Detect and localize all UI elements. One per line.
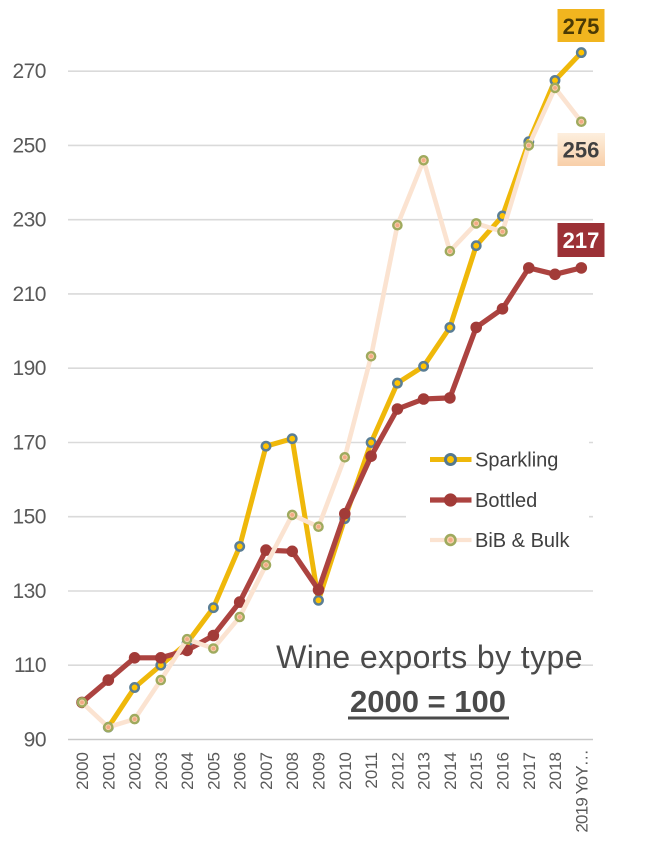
- svg-text:2017: 2017: [520, 752, 539, 790]
- svg-text:2014: 2014: [441, 752, 460, 790]
- svg-text:2019 YoY…: 2019 YoY…: [572, 750, 591, 833]
- svg-text:2006: 2006: [231, 752, 250, 790]
- svg-text:2000 = 100: 2000 = 100: [350, 684, 506, 719]
- svg-text:150: 150: [12, 506, 46, 529]
- svg-text:2000: 2000: [73, 752, 92, 790]
- svg-text:2009: 2009: [310, 752, 329, 790]
- svg-text:190: 190: [12, 357, 46, 380]
- svg-text:2011: 2011: [362, 752, 381, 789]
- svg-text:2005: 2005: [204, 752, 223, 790]
- svg-text:Sparkling: Sparkling: [475, 450, 558, 472]
- svg-text:2018: 2018: [546, 752, 565, 790]
- svg-text:2002: 2002: [126, 752, 145, 790]
- svg-text:2007: 2007: [257, 752, 276, 790]
- svg-text:2008: 2008: [283, 752, 302, 790]
- svg-text:2001: 2001: [99, 752, 118, 790]
- svg-text:2003: 2003: [152, 752, 171, 790]
- svg-text:Wine exports by type: Wine exports by type: [276, 639, 583, 675]
- svg-text:2012: 2012: [388, 752, 407, 790]
- svg-text:250: 250: [12, 134, 46, 157]
- svg-text:2004: 2004: [178, 752, 197, 790]
- svg-text:2016: 2016: [494, 752, 513, 790]
- svg-text:2010: 2010: [336, 752, 355, 790]
- svg-text:217: 217: [563, 228, 600, 253]
- svg-text:BiB & Bulk: BiB & Bulk: [475, 530, 570, 552]
- svg-text:90: 90: [24, 729, 46, 752]
- svg-text:110: 110: [14, 654, 46, 677]
- svg-text:256: 256: [563, 138, 600, 163]
- svg-text:130: 130: [12, 580, 46, 603]
- svg-text:210: 210: [12, 283, 46, 306]
- svg-text:Bottled: Bottled: [475, 490, 537, 512]
- svg-text:2015: 2015: [467, 752, 486, 790]
- svg-text:270: 270: [12, 60, 46, 83]
- svg-text:275: 275: [563, 14, 600, 39]
- svg-text:230: 230: [12, 209, 46, 232]
- svg-text:2013: 2013: [415, 752, 434, 790]
- svg-text:170: 170: [12, 432, 46, 455]
